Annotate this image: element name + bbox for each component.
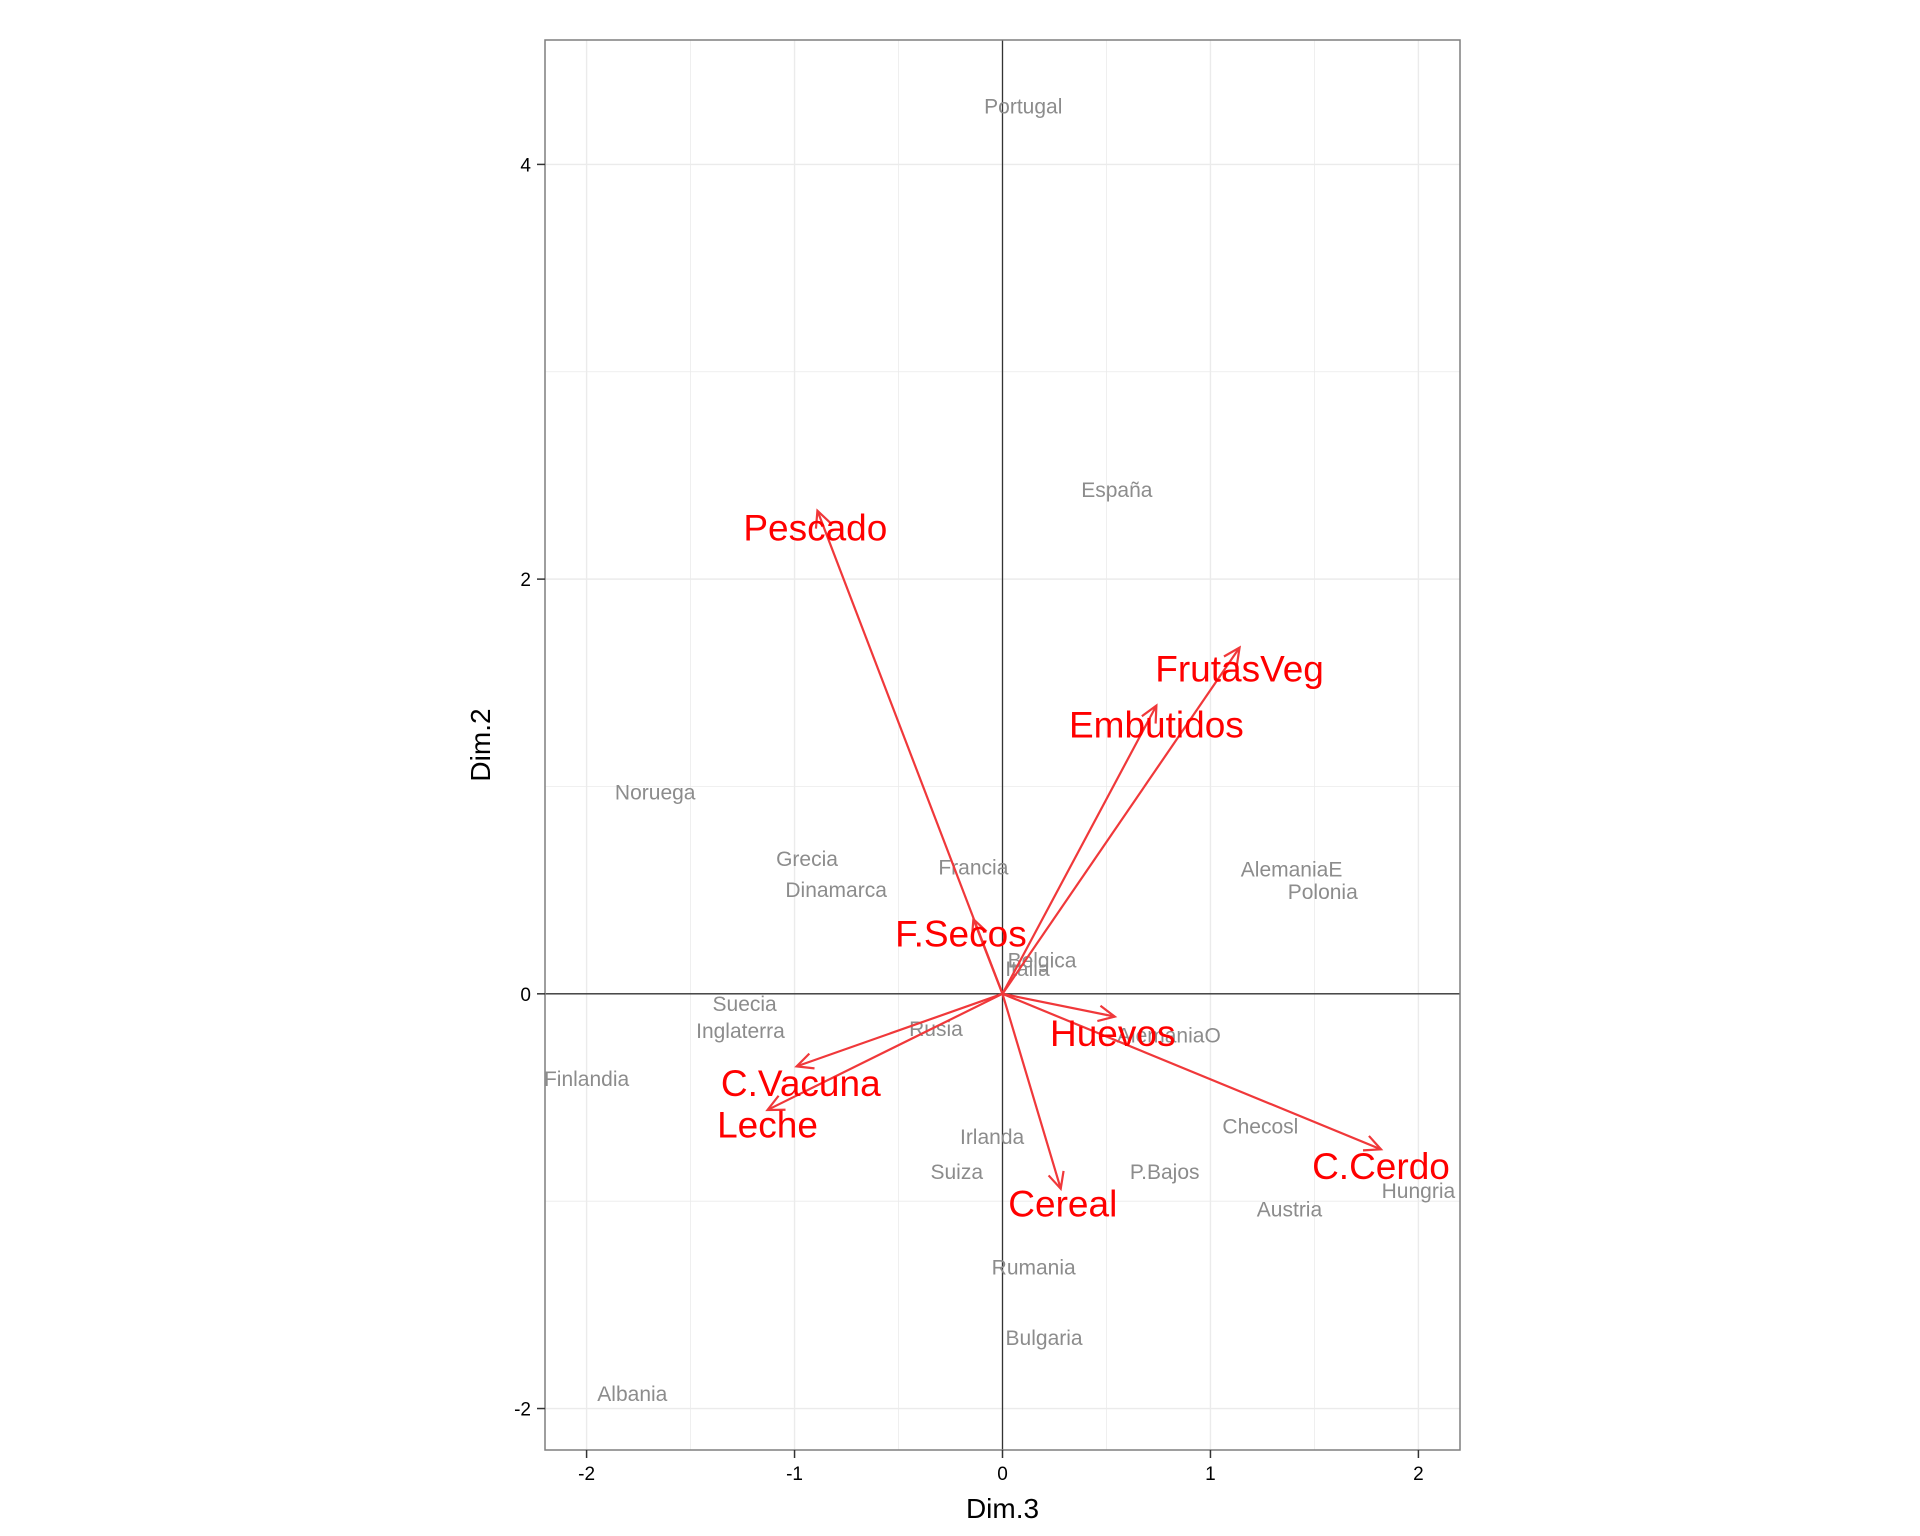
variable-arrowhead [1362, 1135, 1384, 1152]
variable-arrow [1001, 705, 1158, 995]
variable-arrows [765, 508, 1384, 1192]
variable-arrowhead [814, 508, 832, 529]
variable-arrowhead [1047, 1170, 1065, 1192]
country-label: Austria [1257, 1198, 1323, 1221]
x-tick-label: 2 [1413, 1464, 1424, 1485]
country-label: Irlanda [960, 1126, 1025, 1149]
variable-arrowhead [765, 1095, 786, 1112]
country-label: Grecia [776, 848, 838, 871]
country-label: Albania [597, 1383, 667, 1406]
variable-label: Embutidos [1069, 704, 1244, 745]
variable-arrow [816, 510, 1004, 995]
country-label: Rumania [992, 1257, 1076, 1280]
country-label: Polonia [1288, 881, 1358, 904]
x-tick-label: -2 [578, 1464, 595, 1485]
variable-arrow [796, 992, 1003, 1068]
variable-arrow [972, 918, 1004, 995]
country-label: P.Bajos [1130, 1161, 1200, 1184]
variable-arrowhead [1097, 1004, 1118, 1023]
y-axis-title: Dim.2 [465, 708, 496, 781]
country-label: Hungria [1382, 1180, 1456, 1203]
country-label: Bulgaria [1006, 1327, 1083, 1350]
variable-arrowhead [1141, 703, 1158, 724]
country-label: Checosl [1222, 1116, 1298, 1139]
zero-lines [545, 40, 1460, 1450]
variable-arrow [1001, 993, 1062, 1190]
country-label: Dinamarca [785, 879, 887, 902]
country-label: AlemaniaO [1117, 1024, 1221, 1047]
variable-label: Leche [717, 1104, 818, 1145]
variable-arrowhead [970, 916, 988, 938]
variable-label: FrutasVeg [1155, 648, 1324, 689]
variable-arrowhead [794, 1052, 815, 1070]
y-tick-label: 4 [520, 155, 531, 176]
country-label: Finlandia [544, 1068, 630, 1091]
variable-arrow [1001, 646, 1241, 995]
country-label: Inglaterra [696, 1020, 785, 1043]
country-label: Belgica [1008, 950, 1077, 973]
country-label: Francia [938, 856, 1008, 879]
variable-arrow [1002, 992, 1382, 1151]
variable-label: Pescado [743, 507, 887, 548]
country-label: España [1081, 479, 1153, 502]
y-tick-label: 2 [520, 570, 531, 591]
y-tick-label: 0 [520, 985, 531, 1006]
x-tick-label: -1 [786, 1464, 803, 1485]
variable-label: C.Cerdo [1312, 1146, 1450, 1187]
x-tick-label: 0 [997, 1464, 1008, 1485]
country-label: AlemaniaE [1241, 858, 1343, 881]
variable-label: F.Secos [895, 914, 1027, 955]
variable-arrowhead [1223, 645, 1242, 666]
variable-labels: Pescado FrutasVeg Embutidos F.Secos Huevos C.… [717, 507, 1450, 1224]
variable-arrow [1002, 992, 1116, 1018]
country-label: Rusia [909, 1018, 963, 1041]
country-label: Portugal [984, 95, 1062, 118]
variable-label: C.Vacuna [721, 1063, 881, 1104]
axes: -2 -1 0 1 2 -2 0 2 4 [514, 155, 1424, 1485]
variable-label: Huevos [1050, 1013, 1175, 1054]
country-label: Suecia [713, 993, 778, 1016]
country-label: Noruega [615, 782, 696, 805]
y-tick-label: -2 [514, 1400, 531, 1421]
country-label: Suiza [930, 1161, 983, 1184]
x-axis-title: Dim.3 [966, 1493, 1039, 1524]
variable-label: Cereal [1008, 1183, 1117, 1224]
variable-arrow [767, 992, 1003, 1111]
x-tick-label: 1 [1205, 1464, 1216, 1485]
individual-labels: Portugal España Noruega Grecia Dinamarca Fran… [544, 95, 1456, 1406]
